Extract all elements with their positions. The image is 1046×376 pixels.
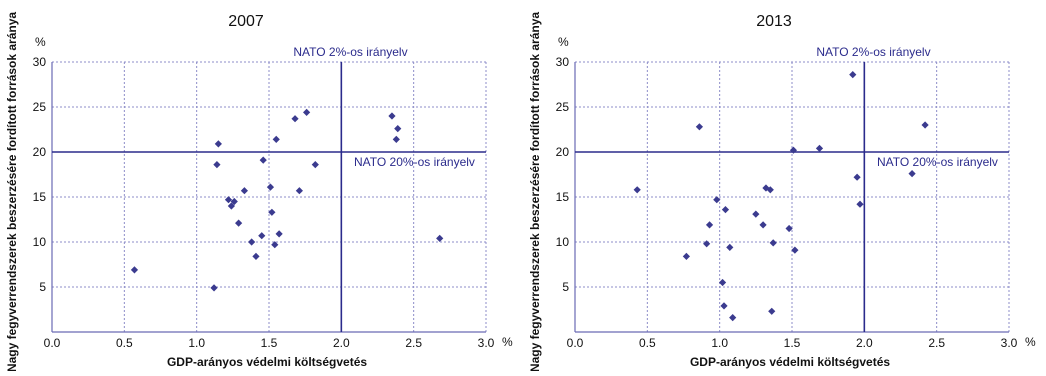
data-point bbox=[291, 115, 298, 122]
x-tick-label: 2.0 bbox=[856, 336, 873, 350]
data-point bbox=[770, 239, 777, 246]
data-point bbox=[241, 187, 248, 194]
data-point bbox=[258, 232, 265, 239]
data-point bbox=[388, 112, 395, 119]
data-point bbox=[131, 266, 138, 273]
data-point bbox=[312, 161, 319, 168]
x-tick-label: 3.0 bbox=[478, 336, 495, 350]
y-axis-label: Nagy fegyverrendszerek beszerzésére ford… bbox=[528, 12, 542, 371]
x-tick-label: 0.5 bbox=[116, 336, 133, 350]
data-point bbox=[260, 157, 267, 164]
data-point bbox=[856, 201, 863, 208]
y-unit-label: % bbox=[35, 35, 46, 49]
data-point bbox=[849, 71, 856, 78]
x-unit-label: % bbox=[502, 335, 513, 349]
data-point bbox=[759, 221, 766, 228]
chart-panel-2013: NATO 2%-os irányelv NATO 20%-os irányelv … bbox=[523, 0, 1046, 371]
x-tick-label: 0.0 bbox=[44, 336, 61, 350]
x-unit-label: % bbox=[1025, 335, 1036, 349]
data-point bbox=[722, 206, 729, 213]
y-axis-label: Nagy fegyverrendszerek beszerzésére ford… bbox=[5, 12, 19, 371]
data-point bbox=[436, 235, 443, 242]
data-point bbox=[726, 244, 733, 251]
y-unit-label: % bbox=[558, 35, 569, 49]
data-point bbox=[703, 240, 710, 247]
y-tick-label: 10 bbox=[556, 235, 570, 249]
x-tick-label: 1.0 bbox=[711, 336, 728, 350]
data-point bbox=[210, 284, 217, 291]
data-point bbox=[729, 314, 736, 321]
nato-2pct-guideline-label: NATO 2%-os irányelv bbox=[293, 45, 407, 59]
data-point bbox=[235, 220, 242, 227]
data-point bbox=[276, 230, 283, 237]
data-point bbox=[634, 186, 641, 193]
data-point bbox=[303, 109, 310, 116]
x-tick-label: 1.5 bbox=[261, 336, 278, 350]
x-tick-label: 0.5 bbox=[639, 336, 656, 350]
nato-2pct-guideline-label: NATO 2%-os irányelv bbox=[816, 45, 930, 59]
y-tick-label: 30 bbox=[556, 55, 570, 69]
x-tick-label: 2.5 bbox=[405, 336, 422, 350]
data-point bbox=[908, 170, 915, 177]
data-point bbox=[273, 136, 280, 143]
data-point bbox=[248, 238, 255, 245]
chart-title: 2007 bbox=[228, 13, 264, 30]
y-tick-label: 15 bbox=[556, 190, 570, 204]
x-tick-label: 1.5 bbox=[784, 336, 801, 350]
data-point bbox=[696, 123, 703, 130]
y-tick-label: 5 bbox=[39, 280, 46, 294]
x-axis-label: GDP-arányos védelmi költségvetés bbox=[167, 355, 367, 369]
x-axis-label: GDP-arányos védelmi költségvetés bbox=[690, 355, 890, 369]
data-point bbox=[252, 253, 259, 260]
nato-20pct-guideline-label: NATO 20%-os irányelv bbox=[877, 155, 998, 169]
data-point bbox=[854, 174, 861, 181]
chart-title: 2013 bbox=[756, 13, 792, 30]
y-tick-label: 30 bbox=[33, 55, 47, 69]
y-tick-label: 15 bbox=[33, 190, 47, 204]
x-tick-label: 2.0 bbox=[333, 336, 350, 350]
y-tick-label: 25 bbox=[33, 100, 47, 114]
data-point bbox=[752, 211, 759, 218]
y-tick-label: 10 bbox=[33, 235, 47, 249]
x-tick-label: 2.5 bbox=[928, 336, 945, 350]
data-point bbox=[768, 308, 775, 315]
y-tick-label: 20 bbox=[556, 145, 570, 159]
y-tick-label: 5 bbox=[562, 280, 569, 294]
data-point bbox=[393, 136, 400, 143]
data-point bbox=[215, 140, 222, 147]
data-point bbox=[296, 187, 303, 194]
data-point bbox=[213, 161, 220, 168]
y-tick-label: 25 bbox=[556, 100, 570, 114]
data-point bbox=[394, 125, 401, 132]
x-tick-label: 0.0 bbox=[567, 336, 584, 350]
data-point bbox=[816, 145, 823, 152]
data-point bbox=[706, 221, 713, 228]
data-point bbox=[683, 253, 690, 260]
nato-20pct-guideline-label: NATO 20%-os irányelv bbox=[354, 155, 475, 169]
data-point bbox=[267, 184, 274, 191]
x-tick-label: 3.0 bbox=[1001, 336, 1018, 350]
x-tick-label: 1.0 bbox=[188, 336, 205, 350]
data-point bbox=[720, 302, 727, 309]
data-point bbox=[921, 121, 928, 128]
chart-panel-2007: NATO 2%-os irányelv NATO 20%-os irányelv … bbox=[0, 0, 523, 371]
y-tick-label: 20 bbox=[33, 145, 47, 159]
